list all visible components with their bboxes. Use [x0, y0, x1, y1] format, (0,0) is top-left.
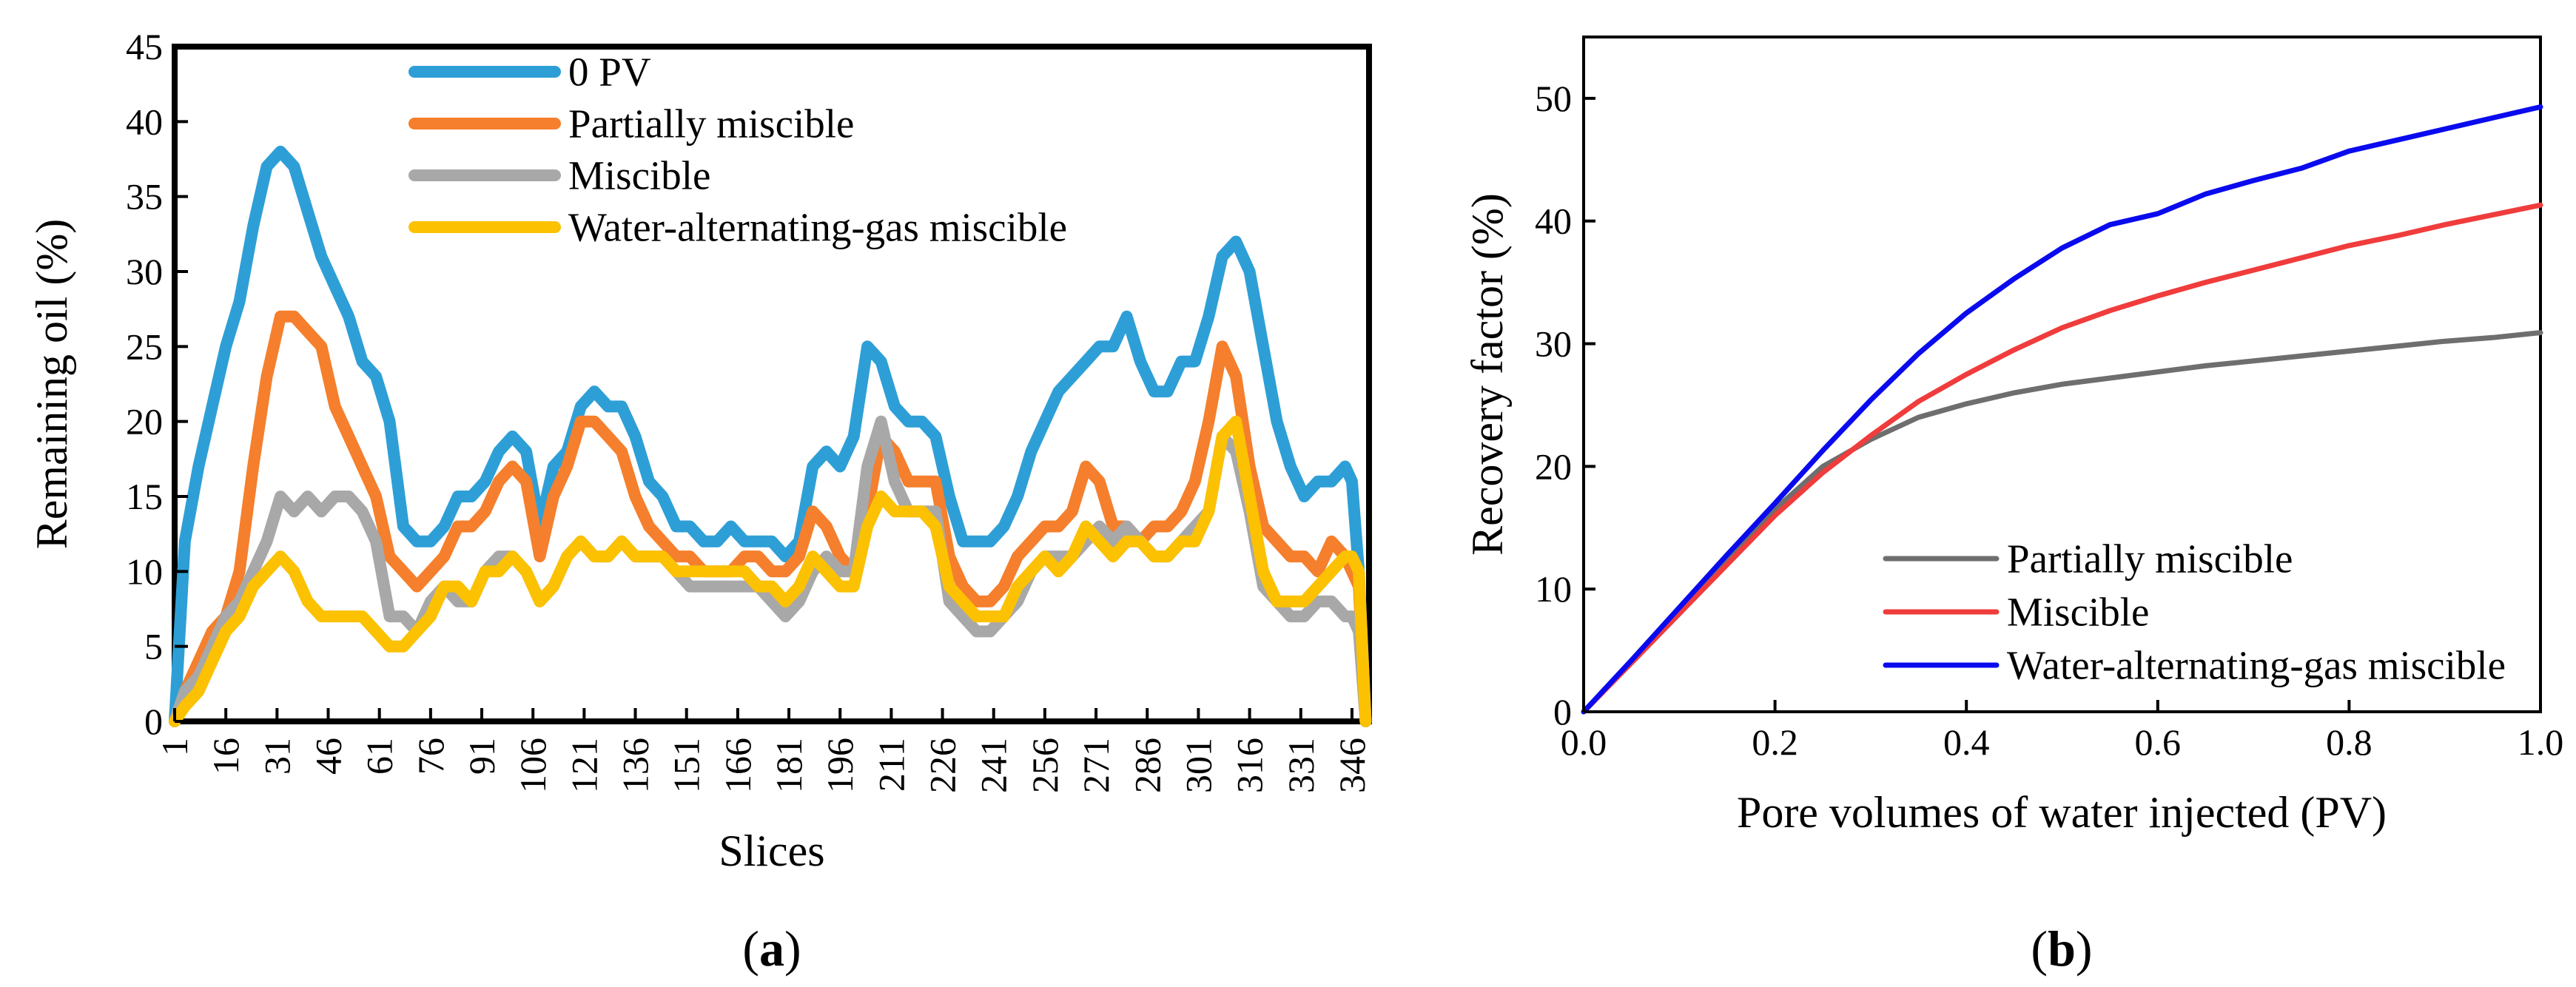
panel-b-x-tick-label: 1.0: [2518, 721, 2564, 763]
panel-a-y-tick-label: 10: [126, 550, 163, 592]
panel-a-y-tick-label: 20: [126, 401, 163, 442]
panel-a-x-tick-label: 166: [717, 738, 759, 793]
panel-a-x-tick-label: 16: [205, 738, 246, 775]
figure-canvas: 1 16 31 46 61 76 91 106 121 136 151 166 181 196 211 226…: [0, 0, 2576, 987]
panel-b-label-close: ): [2076, 920, 2093, 977]
panel-a-x-tick-label: 76: [410, 738, 451, 775]
panel-a-legend-label-water-alternating-gas-miscible: Water-alternating-gas miscible: [568, 205, 1067, 250]
panel-a-x-tick-label: 211: [870, 738, 912, 792]
panel-a-x-tick-label: 226: [922, 738, 964, 793]
panel-a-x-tick-label: 136: [615, 738, 656, 793]
panel-b-y-tick-label: 50: [1535, 78, 1572, 119]
panel-a-x-tick-label: 286: [1126, 738, 1168, 793]
panel-b-y-axis-title: Recovery factor (%): [1463, 193, 1512, 556]
panel-b-y-tick-label: 40: [1535, 201, 1572, 242]
panel-a-label: (a): [742, 920, 801, 977]
panel-a-x-axis-title: Slices: [719, 826, 824, 875]
panel-a-y-tick-label: 45: [126, 26, 163, 67]
panel-a-y-axis-title: Remaining oil (%): [27, 219, 76, 550]
panel-a-x-tick-label: 106: [512, 738, 554, 793]
panel-a-x-tick-label: 46: [308, 738, 349, 775]
panel-a-x-tick-label: 316: [1229, 738, 1271, 793]
panel-a-label-open: (: [742, 920, 759, 977]
panel-b-x-tick-label: 0.4: [1943, 721, 1990, 763]
panel-b-legend-label-partially-miscible: Partially miscible: [2007, 536, 2293, 582]
panel-b-label: (b): [2031, 920, 2092, 977]
panel-a-x-tick-label: 271: [1075, 738, 1117, 793]
panel-b-legend-label-water-alternating-gas-miscible: Water-alternating-gas miscible: [2007, 643, 2506, 688]
panel-a-x-tick-label: 256: [1024, 738, 1066, 793]
panel-a-label-letter: a: [759, 920, 784, 977]
panel-a-chart: 1 16 31 46 61 76 91 106 121 136 151 166 181 196 211 226…: [27, 26, 1373, 977]
panel-a-legend-label-0-pv: 0 PV: [568, 50, 651, 95]
panel-a-x-tick-label: 196: [819, 738, 861, 793]
panel-a-legend-label-miscible: Miscible: [568, 153, 710, 198]
panel-b-x-axis-title: Pore volumes of water injected (PV): [1737, 788, 2387, 837]
panel-b-label-open: (: [2031, 920, 2048, 977]
panel-a-x-tick-label: 121: [563, 738, 605, 793]
panel-a-x-tick-label: 331: [1280, 738, 1322, 793]
panel-a-y-tick-label: 25: [126, 326, 163, 367]
panel-a-label-close: ): [784, 920, 801, 977]
panel-a-y-tick-label: 40: [126, 101, 163, 142]
panel-a-x-tick-label: 151: [666, 738, 707, 793]
panel-b-x-tick-label: 0.6: [2135, 721, 2182, 763]
panel-a-y-tick-label: 5: [144, 626, 163, 667]
panel-b-y-tick-label: 10: [1535, 568, 1572, 610]
panel-a-x-tick-label: 301: [1177, 738, 1219, 793]
panel-a-x-tick-label: 241: [973, 738, 1015, 793]
panel-a-y-tick-label: 35: [126, 176, 163, 218]
panel-a-x-tick-label: 31: [256, 738, 297, 775]
panel-a-x-tick-label: 61: [359, 738, 400, 775]
panel-b-label-letter: b: [2048, 920, 2076, 977]
panel-a-x-tick-label: 181: [768, 738, 810, 793]
panel-a-x-tick-label: 346: [1331, 738, 1373, 793]
panel-a-y-tick-label: 0: [144, 701, 163, 742]
panel-b-y-tick-label: 0: [1553, 691, 1572, 732]
panel-b-x-tick-label: 0.2: [1752, 721, 1798, 763]
panel-b-x-tick-label: 0.8: [2326, 721, 2372, 763]
panel-a-y-tick-label: 15: [126, 476, 163, 517]
panel-a-legend-label-partially-miscible: Partially miscible: [568, 101, 854, 146]
panel-b-y-tick-label: 30: [1535, 323, 1572, 365]
panel-b-y-tick-label: 20: [1535, 445, 1572, 487]
panel-a-x-tick-label: 91: [461, 738, 502, 775]
panel-b-legend-label-miscible: Miscible: [2007, 590, 2149, 635]
panel-a-y-tick-label: 30: [126, 251, 163, 292]
